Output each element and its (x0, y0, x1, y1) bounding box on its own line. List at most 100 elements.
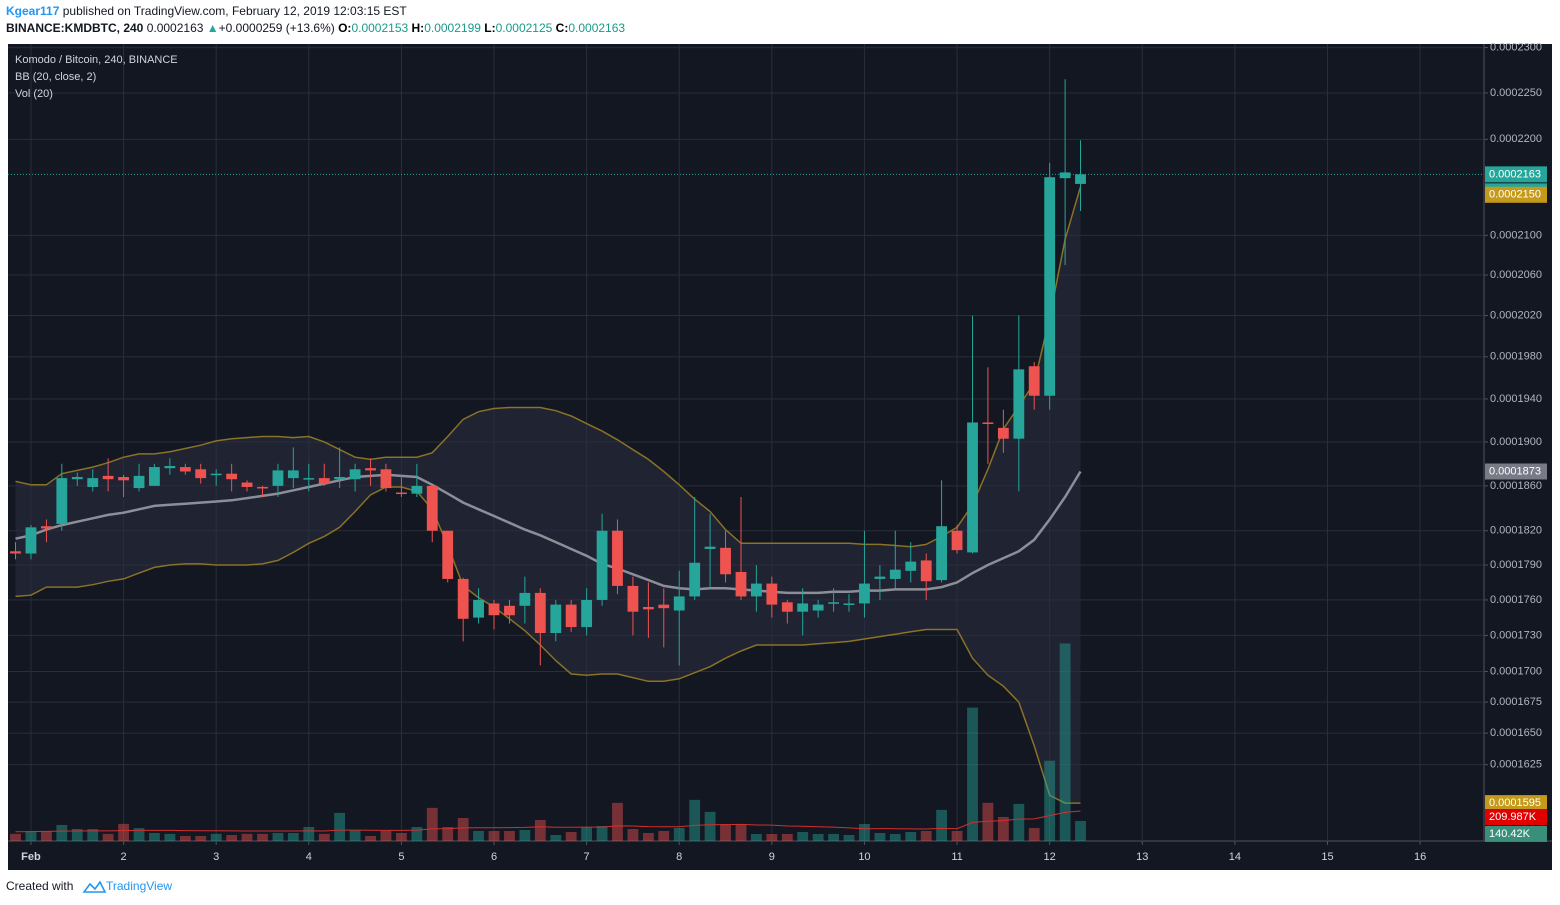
candle-body (87, 478, 99, 487)
logo (82, 880, 107, 893)
volume-bar (25, 831, 37, 841)
volume-bar (1075, 820, 1086, 841)
candle-body (457, 578, 469, 619)
candle-body (689, 562, 701, 597)
candle-body (195, 469, 207, 479)
x-tick-label: 11 (951, 851, 962, 863)
candle-body (797, 603, 809, 612)
volume-bar (735, 824, 747, 841)
volume-bar (843, 835, 855, 841)
volume-bar (982, 802, 994, 841)
y-tick-label: 0.0001790 (1490, 559, 1542, 571)
volume-bar (41, 831, 52, 841)
candle-body (519, 592, 531, 606)
legend-volume: Vol (20) (15, 88, 53, 100)
volume-bar (488, 831, 500, 841)
volume-bar (812, 834, 824, 841)
volume-bar (519, 830, 531, 841)
author[interactable]: Kgear117 (6, 4, 60, 18)
x-tick-label: 13 (1136, 851, 1148, 863)
volume-bar (828, 834, 840, 841)
candle-body (488, 603, 500, 616)
candle-body (565, 604, 577, 628)
candle-body (1059, 172, 1071, 179)
volume-bar (226, 835, 238, 841)
last-price-label-box (1485, 166, 1547, 183)
plot: 0.0002300 0.0002250 0.0002200 0.0002100 0.00… (8, 41, 1547, 863)
candle-body (272, 470, 284, 486)
candle-body (627, 585, 639, 612)
x-tick-label: Feb (21, 851, 41, 863)
volume-bar (550, 835, 562, 841)
candle-body (673, 596, 685, 611)
volume-bar (149, 833, 160, 841)
volume-bar (395, 833, 407, 841)
arrow: ▲ (207, 21, 219, 35)
y-tick-label: 0.0001760 (1490, 594, 1542, 606)
volume-bar (951, 831, 963, 841)
symbol: BINANCE:KMDBTC, 240 (6, 21, 144, 35)
volume-bar (704, 811, 716, 841)
volume-bar (87, 829, 99, 841)
candle-body (750, 583, 762, 597)
candle-body (781, 602, 793, 612)
volume-bar (1013, 803, 1025, 841)
last-price-label: 0.0002163 (1489, 168, 1541, 180)
volume-bar (534, 820, 546, 841)
legend-title: Komodo / Bitcoin, 240, BINANCE (15, 54, 178, 66)
candle-body (102, 475, 114, 480)
volume-bar (102, 833, 114, 841)
published: published on TradingView.com, February 1… (63, 4, 408, 18)
volume-bar (504, 831, 515, 841)
volume-bar (164, 833, 176, 841)
volume-bar (257, 833, 268, 841)
candle-body (179, 467, 191, 472)
ohlc-value: 0.0002153 (351, 21, 408, 35)
candle-body (889, 569, 901, 579)
candle-body (133, 475, 145, 489)
volume-bar (889, 834, 901, 841)
volume-bar (473, 831, 484, 841)
price: 0.0002163 (147, 21, 204, 35)
candle-body (395, 492, 407, 495)
bb-basis-label: 0.0001873 (1489, 465, 1541, 477)
x-tick-label: 14 (1229, 851, 1241, 863)
candle-body (411, 485, 423, 494)
candle-body (257, 486, 268, 489)
ohlc-value: 0.0002125 (496, 21, 553, 35)
volume-bar (318, 833, 330, 841)
volume-bar (118, 823, 129, 841)
x-tick-label: 10 (858, 851, 870, 863)
volume-bar (596, 826, 608, 841)
footer-brand[interactable]: TradingView (106, 879, 172, 893)
candle-body (843, 603, 855, 605)
x-tick-label: 7 (584, 851, 590, 863)
y-tick-label: 0.0001940 (1490, 393, 1542, 405)
y-tick-label: 0.0002250 (1490, 87, 1542, 99)
volume-bar (303, 827, 315, 841)
volume-bar (797, 832, 809, 841)
candle-body (56, 478, 68, 524)
candle-body (642, 606, 654, 610)
candle-body (1075, 174, 1086, 184)
volume-bar (581, 827, 593, 841)
volume-last-label: 140.42K (1489, 828, 1531, 840)
volume-ma (15, 810, 1081, 833)
ohlc-key: L: (484, 21, 495, 35)
change: +0.0000259 (+13.6%) (219, 21, 335, 35)
bb-upper (15, 186, 1082, 548)
volume-bar (334, 812, 346, 841)
bb-lower-label-box (1485, 795, 1547, 812)
candle-body (1044, 177, 1056, 396)
volume-bar (442, 827, 454, 841)
volume-bar (457, 818, 469, 841)
candle-body (967, 422, 978, 553)
volume-bar (241, 833, 253, 841)
legend-bb: BB (20, close, 2) (15, 71, 96, 83)
volume-bar (997, 817, 1009, 841)
candle-body (735, 571, 747, 597)
bb-basis (15, 470, 1082, 595)
ohlc-key: O: (338, 21, 351, 35)
